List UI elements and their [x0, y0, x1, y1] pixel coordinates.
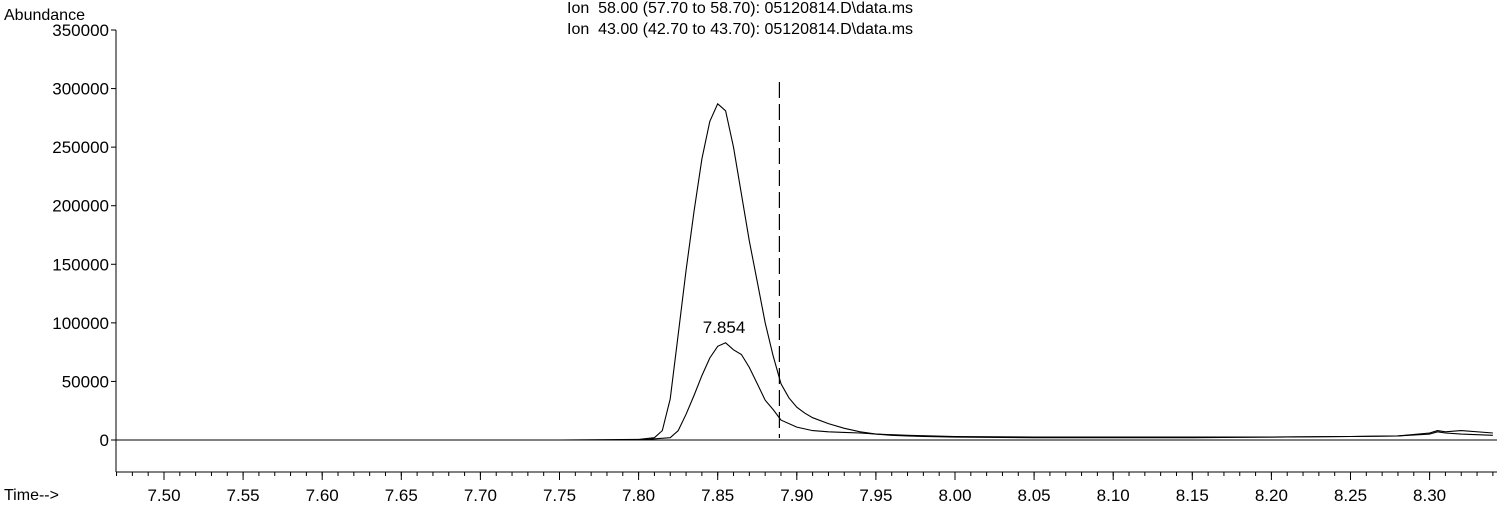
- x-tick-label: 8.10: [1097, 486, 1130, 505]
- x-tick-label: 7.75: [543, 486, 576, 505]
- series-line-ion-43: [116, 342, 1493, 441]
- legend-entry-ion-58-text: Ion 58.00 (57.70 to 58.70): 05120814.D\d…: [567, 0, 914, 17]
- y-tick-label: 200000: [52, 197, 109, 216]
- legend-entry-ion-43-text: Ion 43.00 (42.70 to 43.70): 05120814.D\d…: [567, 21, 914, 38]
- legend-entry-ion-58: Ion 58.00 (57.70 to 58.70): 05120814.D\d…: [567, 0, 913, 18]
- series-line-ion-58: [116, 102, 1493, 441]
- y-tick-label: 250000: [52, 138, 109, 157]
- y-axis-label: Abundance: [4, 7, 85, 24]
- x-tick-label: 7.95: [859, 486, 892, 505]
- x-tick-label: 7.80: [622, 486, 655, 505]
- x-tick-label: 8.05: [1018, 486, 1051, 505]
- y-tick-label: 350000: [52, 21, 109, 40]
- x-tick-label: 8.20: [1255, 486, 1288, 505]
- x-tick-label: 8.25: [1334, 486, 1367, 505]
- x-tick-label: 7.60: [306, 486, 339, 505]
- x-tick-label: 7.90: [780, 486, 813, 505]
- peak-label: 7.854: [703, 318, 746, 337]
- x-tick-label: 7.55: [227, 486, 260, 505]
- y-tick-label: 150000: [52, 255, 109, 274]
- x-tick-label: 7.70: [464, 486, 497, 505]
- x-tick-label: 8.30: [1413, 486, 1446, 505]
- y-tick-label: 0: [100, 431, 109, 450]
- x-tick-label: 7.85: [701, 486, 734, 505]
- y-tick-label: 50000: [62, 372, 109, 391]
- x-axis-label: Time-->: [4, 487, 59, 504]
- x-tick-label: 7.65: [385, 486, 418, 505]
- x-tick-label: 8.15: [1176, 486, 1209, 505]
- y-tick-label: 100000: [52, 314, 109, 333]
- y-tick-label: 300000: [52, 80, 109, 99]
- x-tick-label: 8.00: [938, 486, 971, 505]
- x-tick-label: 7.50: [147, 486, 180, 505]
- legend-entry-ion-43: Ion 43.00 (42.70 to 43.70): 05120814.D\d…: [567, 21, 913, 39]
